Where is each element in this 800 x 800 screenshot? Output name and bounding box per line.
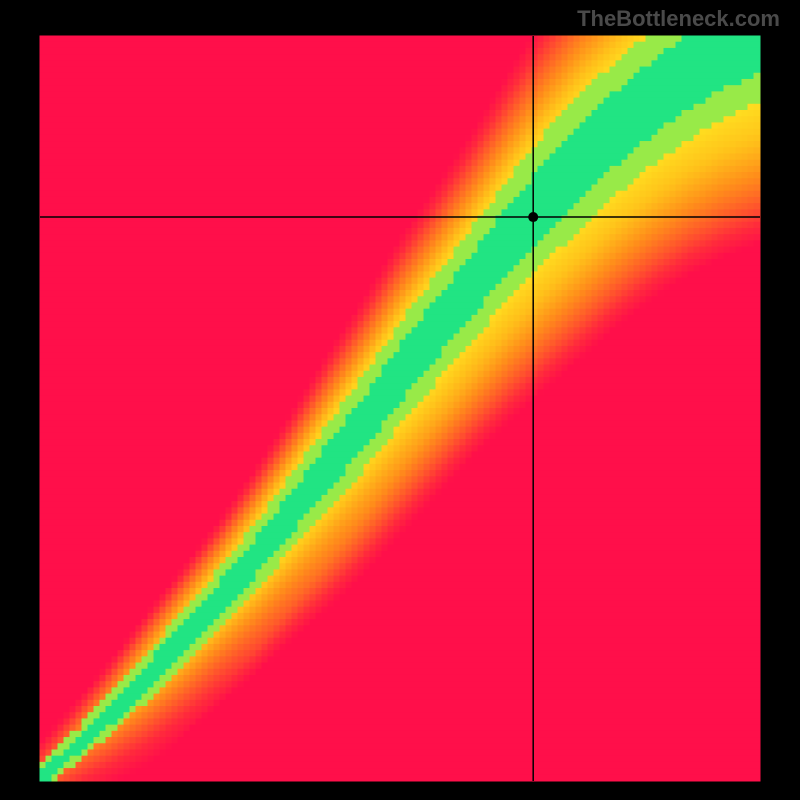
watermark-text: TheBottleneck.com xyxy=(577,6,780,32)
heatmap-cells xyxy=(40,36,761,782)
crosshair-point xyxy=(528,212,538,222)
heatmap-plot xyxy=(0,0,800,800)
